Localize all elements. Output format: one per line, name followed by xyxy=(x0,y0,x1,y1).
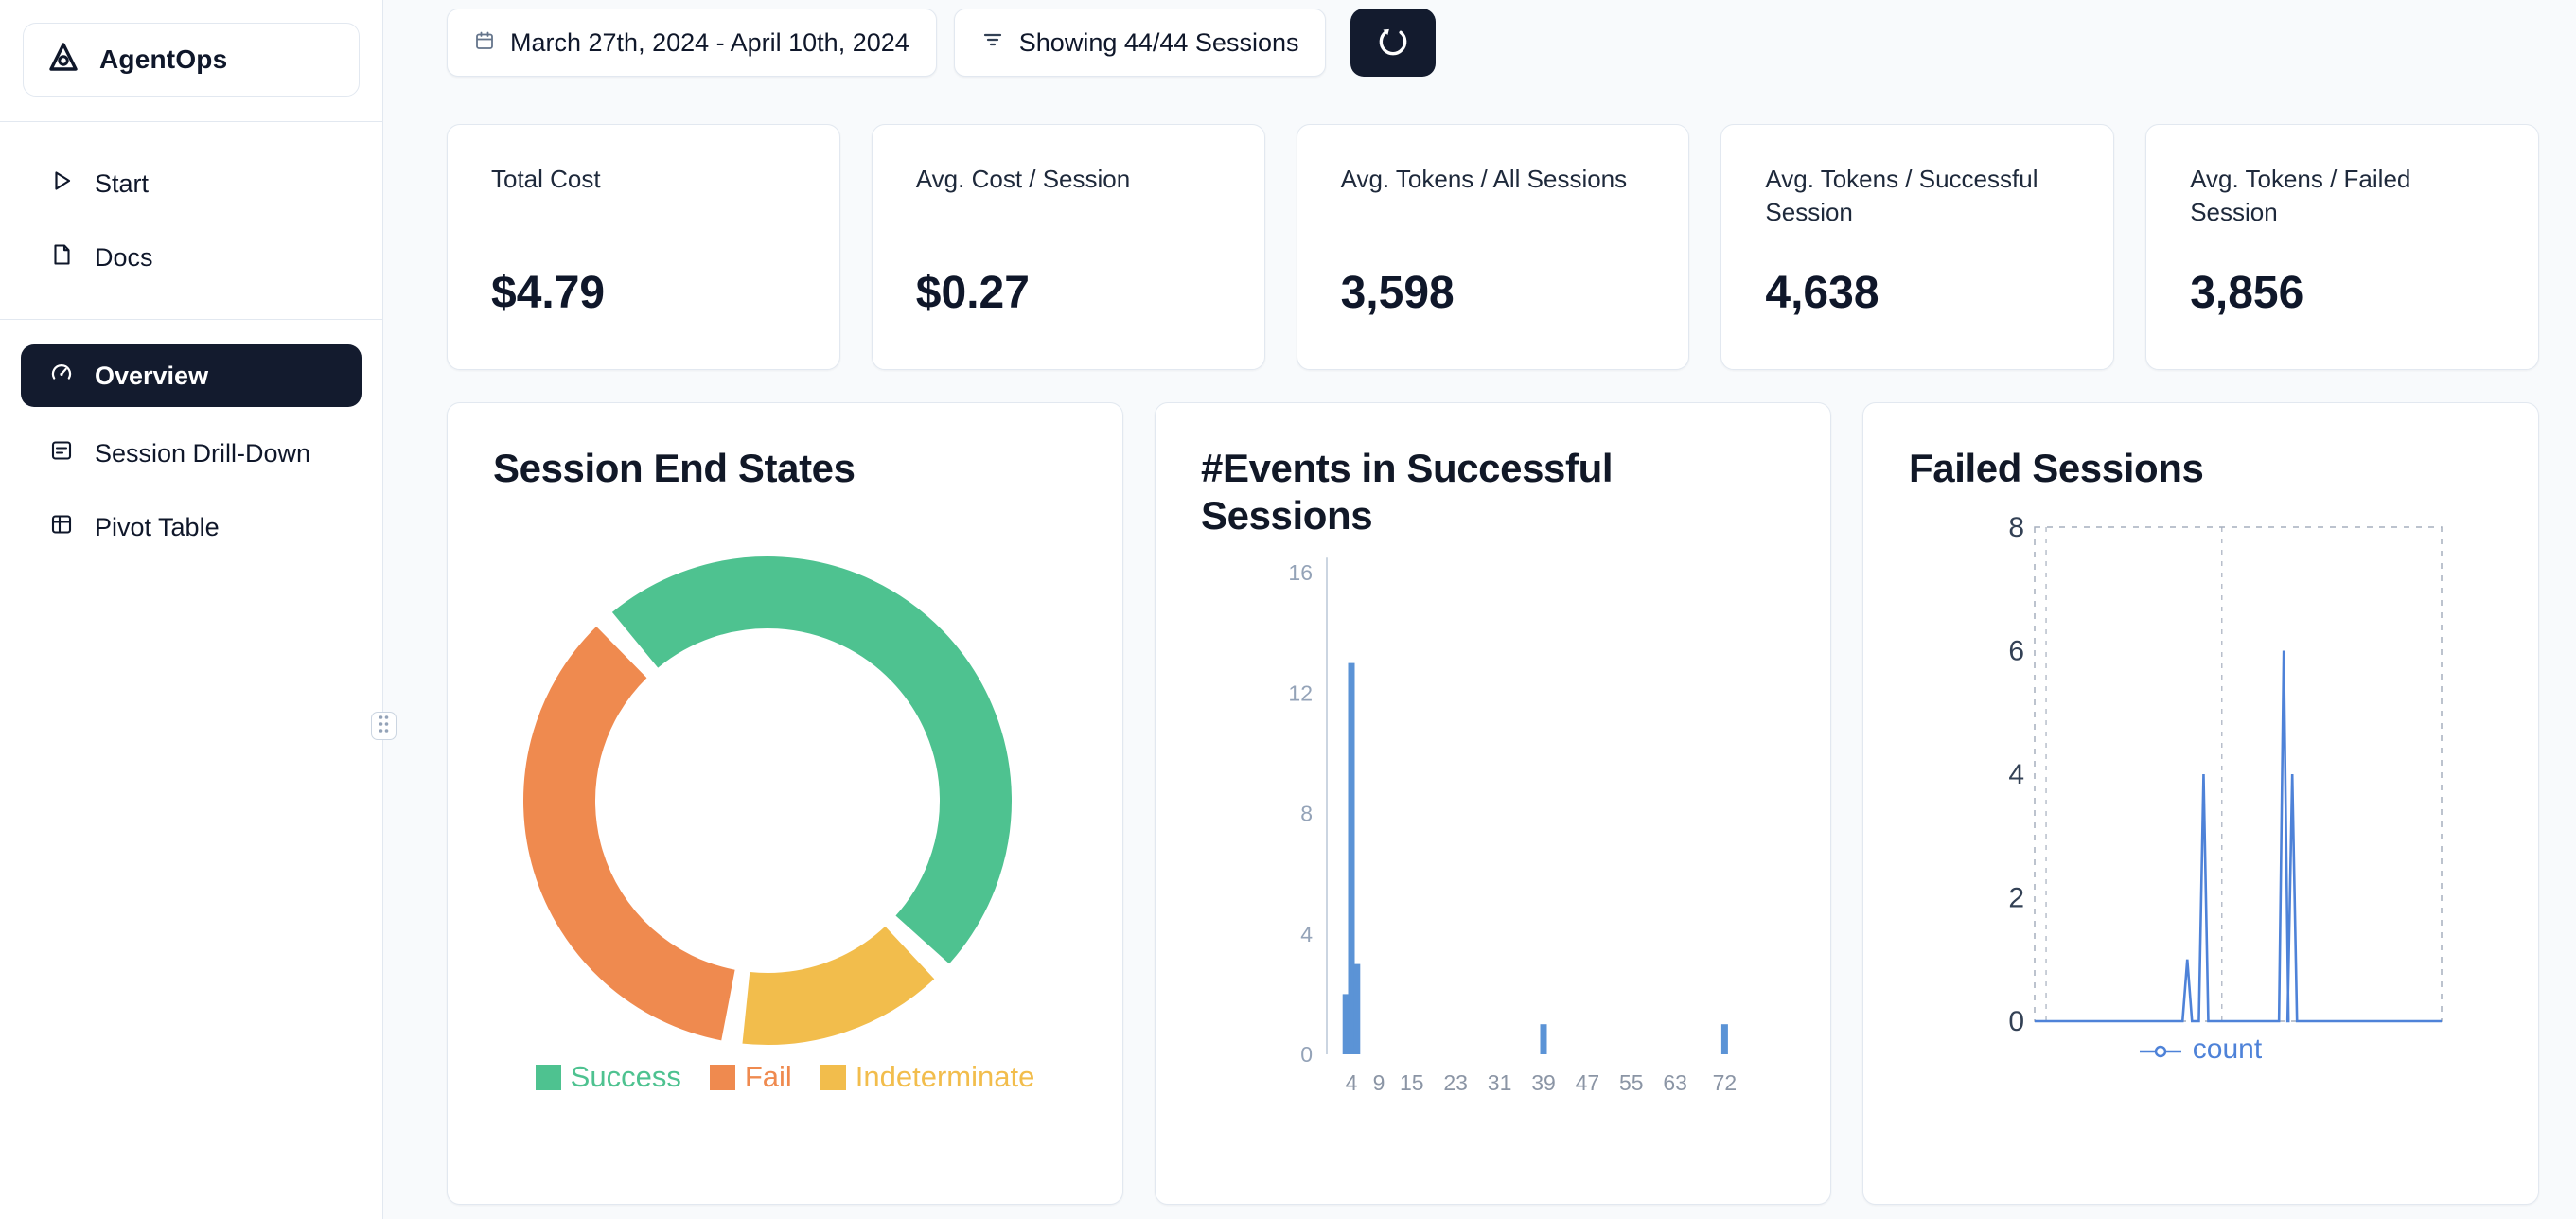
svg-text:55: 55 xyxy=(1619,1070,1644,1095)
stat-card-avg-cost-session: Avg. Cost / Session $0.27 xyxy=(871,124,1265,370)
drag-handle-icon xyxy=(376,714,392,739)
sidebar-item-label: Session Drill-Down xyxy=(95,438,311,468)
date-range-button[interactable]: March 27th, 2024 - April 10th, 2024 xyxy=(447,9,937,77)
donut-legend-item: Success xyxy=(535,1060,681,1094)
svg-text:0: 0 xyxy=(1300,1042,1313,1067)
drilldown-icon xyxy=(49,438,74,469)
sidebar-resize-handle[interactable] xyxy=(371,712,397,740)
stats-row: Total Cost $4.79 Avg. Cost / Session $0.… xyxy=(447,124,2539,370)
stat-value: 3,856 xyxy=(2190,268,2304,318)
sidebar-divider xyxy=(0,121,382,122)
stat-label: Avg. Tokens / Successful Session xyxy=(1765,165,2038,227)
filter-icon xyxy=(981,28,1004,58)
svg-text:9: 9 xyxy=(1373,1070,1385,1095)
failed-line-chart: 0 2 4 6 8 xyxy=(2008,512,2443,1037)
stat-label: Avg. Cost / Session xyxy=(915,165,1131,193)
svg-text:6: 6 xyxy=(2008,636,2024,667)
sidebar-item-pivot-table[interactable]: Pivot Table xyxy=(21,490,362,564)
sidebar-item-start[interactable]: Start xyxy=(21,147,362,221)
chart-title: Session End States xyxy=(493,446,856,490)
svg-text:4: 4 xyxy=(2008,759,2024,790)
failed-chart-legend: count xyxy=(1863,1034,2538,1066)
sidebar-item-docs[interactable]: Docs xyxy=(21,221,362,294)
legend-label: Success xyxy=(570,1060,681,1093)
stat-label: Avg. Tokens / All Sessions xyxy=(1340,165,1628,193)
svg-text:39: 39 xyxy=(1531,1070,1556,1095)
legend-swatch xyxy=(535,1064,561,1090)
sidebar-item-label: Overview xyxy=(95,361,209,390)
svg-text:47: 47 xyxy=(1576,1070,1600,1095)
charts-row: Session End States Success Fail Indeterm… xyxy=(447,402,2539,1205)
sidebar-nav-secondary: Overview Session Drill-Down Pivot Tabl xyxy=(0,344,382,564)
chart-title: Failed Sessions xyxy=(1909,446,2204,490)
stat-value: 4,638 xyxy=(1765,268,1879,318)
chart-title: #Events in Successful Sessions xyxy=(1201,446,1614,538)
sidebar-nav-primary: Start Docs xyxy=(0,147,382,294)
svg-text:8: 8 xyxy=(2008,512,2024,543)
sidebar-item-label: Start xyxy=(95,168,150,198)
main-content: March 27th, 2024 - April 10th, 2024 Show… xyxy=(384,0,2576,1219)
sessions-filter-button[interactable]: Showing 44/44 Sessions xyxy=(953,9,1327,77)
topbar: March 27th, 2024 - April 10th, 2024 Show… xyxy=(447,9,2539,77)
stat-value: $0.27 xyxy=(915,268,1030,318)
stat-value: $4.79 xyxy=(491,268,606,318)
legend-label: count xyxy=(2192,1034,2263,1065)
svg-text:0: 0 xyxy=(2008,1006,2024,1037)
legend-label: Fail xyxy=(744,1060,792,1093)
svg-text:2: 2 xyxy=(2008,883,2024,914)
pivot-icon xyxy=(49,512,74,543)
svg-text:63: 63 xyxy=(1663,1070,1687,1095)
legend-swatch xyxy=(709,1064,735,1090)
session-end-states-card: Session End States Success Fail Indeterm… xyxy=(447,402,1123,1205)
sidebar-item-session-drill-down[interactable]: Session Drill-Down xyxy=(21,416,362,490)
legend-line-marker-icon xyxy=(2139,1034,2181,1066)
refresh-button[interactable] xyxy=(1350,9,1437,77)
svg-text:8: 8 xyxy=(1300,802,1313,826)
donut-legend: Success Fail Indeterminate xyxy=(448,1060,1122,1094)
logo[interactable]: AgentOps xyxy=(23,23,360,97)
donut-chart xyxy=(523,556,1012,1045)
sidebar-divider xyxy=(0,319,382,320)
refresh-icon xyxy=(1375,24,1411,62)
sidebar-item-overview[interactable]: Overview xyxy=(21,344,362,407)
stat-label: Total Cost xyxy=(491,165,601,193)
donut-legend-item: Indeterminate xyxy=(820,1060,1035,1094)
calendar-icon xyxy=(474,28,495,58)
logo-text: AgentOps xyxy=(99,44,228,74)
svg-text:4: 4 xyxy=(1346,1070,1358,1095)
docs-icon xyxy=(49,242,74,274)
stat-card-avg-tokens-all: Avg. Tokens / All Sessions 3,598 xyxy=(1296,124,1690,370)
stat-card-avg-tokens-failed: Avg. Tokens / Failed Session 3,856 xyxy=(2145,124,2539,370)
events-successful-sessions-card: #Events in Successful Sessions 0 4 8 12 16 4 9… xyxy=(1155,402,1831,1205)
agentops-logo-icon xyxy=(44,39,82,81)
svg-text:72: 72 xyxy=(1713,1070,1738,1095)
svg-text:16: 16 xyxy=(1288,560,1313,585)
gauge-icon xyxy=(49,361,74,392)
svg-text:23: 23 xyxy=(1443,1070,1468,1095)
stat-label: Avg. Tokens / Failed Session xyxy=(2190,165,2411,227)
date-range-label: March 27th, 2024 - April 10th, 2024 xyxy=(510,27,909,57)
sidebar-item-label: Docs xyxy=(95,242,153,272)
legend-label: Indeterminate xyxy=(855,1060,1035,1093)
svg-text:4: 4 xyxy=(1300,922,1313,946)
failed-sessions-card: Failed Sessions 0 2 4 6 8 count xyxy=(1862,402,2539,1205)
sidebar-item-label: Pivot Table xyxy=(95,512,220,541)
stat-card-avg-tokens-successful: Avg. Tokens / Successful Session 4,638 xyxy=(1720,124,2115,370)
stat-card-total-cost: Total Cost $4.79 xyxy=(447,124,840,370)
donut-legend-item: Fail xyxy=(709,1060,792,1094)
play-icon xyxy=(49,168,74,200)
sidebar: AgentOps Start Docs xyxy=(0,0,383,1219)
sessions-filter-label: Showing 44/44 Sessions xyxy=(1018,27,1299,57)
stat-value: 3,598 xyxy=(1340,268,1455,318)
svg-text:15: 15 xyxy=(1400,1070,1424,1095)
svg-text:31: 31 xyxy=(1488,1070,1512,1095)
legend-swatch xyxy=(820,1064,846,1090)
svg-text:12: 12 xyxy=(1288,680,1313,705)
